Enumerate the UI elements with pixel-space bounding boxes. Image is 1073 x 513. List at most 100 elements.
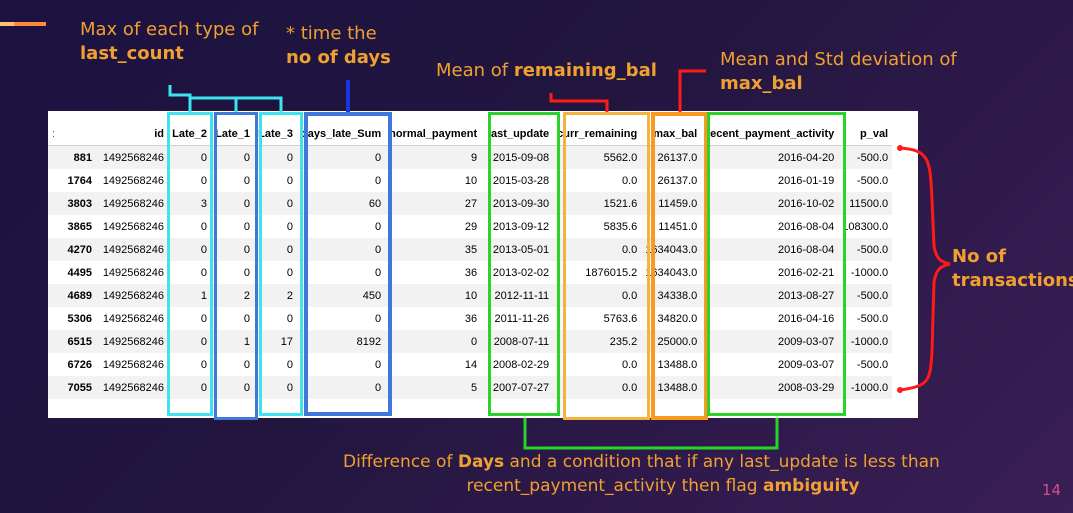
last-update-highlight-box (488, 112, 560, 416)
table-cell: 1634043.0 (645, 243, 698, 256)
row-index-cell: 4689 (67, 289, 92, 302)
table-cell: 0.0 (621, 243, 638, 256)
table-cell: -1000.0 (850, 335, 889, 348)
table-cell: 1492568246 (102, 381, 164, 394)
recent-payment-highlight-box (707, 112, 846, 416)
column-header: max_bal (641, 123, 702, 146)
annotation-difference-prefix: Difference of (343, 452, 458, 472)
table-cell: 2009-03-07 (777, 335, 835, 348)
table-cell: 2008-02-29 (492, 358, 550, 371)
table-cell: 2016-04-16 (777, 312, 835, 325)
table-cell: 5835.6 (603, 220, 638, 233)
column-header: curr_remaining (553, 123, 642, 146)
column-header: recent_payment_activity (701, 123, 839, 146)
row-index-cell: 3803 (67, 197, 92, 210)
table-cell: 11451.0 (658, 220, 698, 233)
table-cell: 0.0 (621, 289, 638, 302)
table-cell: -500.0 (856, 312, 889, 325)
table-cell: 26137.0 (657, 174, 698, 187)
annotation-max-each-type-line1: Max of each type of (80, 19, 259, 40)
annotation-max-each-type: Max of each type of last_count (80, 18, 258, 66)
column-header: p_val (838, 123, 893, 146)
table-cell: 0 (243, 243, 250, 256)
table-cell: -1000.0 (850, 381, 889, 394)
row-index-cell: 881 (73, 151, 92, 164)
table-cell: 0 (374, 151, 382, 164)
column-header: Late_1 (211, 123, 254, 146)
table-cell: 0 (374, 381, 382, 394)
table-cell: 2012-11-11 (494, 289, 550, 302)
table-cell: 2013-08-27 (777, 289, 835, 302)
table-cell: 0 (243, 220, 250, 233)
table-cell: 2 (286, 289, 293, 302)
table-cell: 13488.0 (657, 381, 698, 394)
curr-remaining-highlight-box (563, 112, 650, 420)
table-cell: 2016-08-04 (777, 243, 835, 256)
annotation-difference-middle: and a condition that if any last_update … (504, 452, 940, 472)
days-late-sum-highlight-box (304, 112, 392, 416)
table-cell: 0 (286, 381, 293, 394)
table-cell: 0 (286, 220, 293, 233)
table-cell: 0 (243, 381, 250, 394)
column-header: Late_3 (254, 123, 297, 146)
table-cell: 1492568246 (102, 197, 164, 210)
late1-highlight-box (214, 112, 258, 420)
table-cell: 2008-03-29 (777, 381, 835, 394)
table-cell: 14 (464, 358, 478, 371)
slide-accent-bar-light (0, 22, 14, 26)
table-cell: 2007-07-27 (492, 381, 550, 394)
table-cell: 10 (464, 289, 478, 302)
table-cell: 0 (200, 358, 207, 371)
annotation-no-of-transactions: No of transactions (952, 245, 1073, 293)
table-cell: 5562.0 (603, 151, 638, 164)
max-bal-highlight-box (651, 112, 708, 420)
table-cell: 36 (464, 266, 478, 279)
table-cell: 1492568246 (102, 266, 164, 279)
page-number: 14 (1041, 481, 1061, 499)
table-cell: 0 (243, 174, 250, 187)
table-cell: 5 (471, 381, 478, 394)
annotation-difference: Difference of Days and a condition that … (343, 450, 1003, 498)
table-cell: 1521.6 (603, 197, 638, 210)
table-cell: 0 (200, 220, 207, 233)
table-cell: 0 (286, 312, 293, 325)
table-cell: 1 (200, 289, 207, 302)
table-cell: 1876015.2 (585, 266, 638, 279)
table-cell: 0 (374, 243, 382, 256)
table-cell: 0 (286, 151, 293, 164)
table-cell: 0.0 (621, 381, 638, 394)
annotation-mean-std-line2: max_bal (720, 73, 803, 94)
table-cell: 0 (286, 358, 293, 371)
table-cell: 0 (243, 358, 250, 371)
red-brace-dot-bottom (897, 387, 903, 393)
table-cell: -500.0 (856, 174, 889, 187)
annotation-difference-line2: recent_payment_activity then flag ambigu… (343, 474, 983, 498)
table-cell: 35 (464, 243, 478, 256)
table-cell: 3 (200, 197, 207, 210)
annotation-difference-bold1: Days (457, 452, 505, 472)
table-cell: 29 (464, 220, 478, 233)
late2-highlight-box (167, 112, 213, 416)
red-brace-transactions (899, 146, 951, 392)
table-cell: 2013-09-30 (492, 197, 550, 210)
table-cell: 0 (200, 335, 207, 348)
table-cell: 1634043.0 (645, 266, 698, 279)
annotation-mean-std: Mean and Std deviation of max_bal (720, 48, 957, 96)
red-brace-dot-top (897, 145, 903, 151)
row-index-cell: 5306 (67, 312, 92, 325)
row-index-cell: 4495 (67, 266, 92, 279)
table-row: 5306 1492568246 0 0 0 0 36 2011-11-26 5763.6 3482… (48, 307, 892, 330)
table-cell: 2013-09-12 (492, 220, 550, 233)
table-cell: 2016-04-20 (777, 151, 835, 164)
column-header: last_update (481, 123, 554, 146)
table-cell: 0 (374, 220, 382, 233)
table-row: 6726 1492568246 0 0 0 0 14 2008-02-29 0.0 13488.0… (48, 353, 892, 376)
annotation-difference-line2-prefix: recent_payment_activity then flag (466, 476, 763, 496)
row-index-cell: 4270 (67, 243, 92, 256)
annotation-no-of-transactions-line1: No of (952, 246, 1006, 267)
table-cell: 1492568246 (102, 243, 164, 256)
table-cell: 1492568246 (102, 220, 164, 233)
annotation-mean-remaining: Mean of remaining_bal (436, 59, 657, 83)
column-header: normal_payment (385, 123, 482, 146)
